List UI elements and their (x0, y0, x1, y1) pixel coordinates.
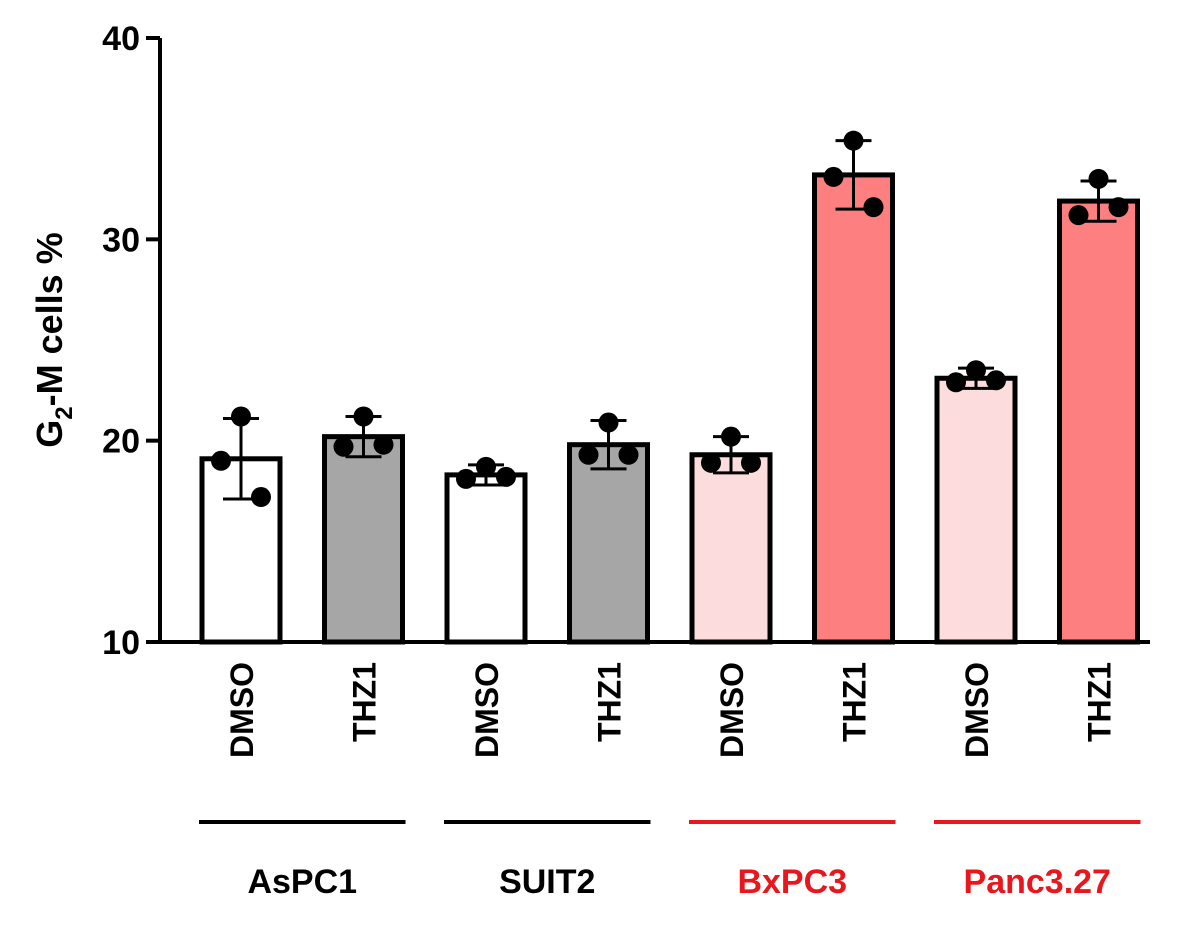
data-point (333, 436, 354, 457)
data-point (823, 166, 844, 187)
data-point (373, 434, 394, 455)
y-axis-label: G2-M cells % (29, 232, 78, 447)
points-layer (211, 130, 1129, 508)
y-tick-label: 10 (102, 624, 140, 662)
y-axis-label-base: G (29, 420, 70, 448)
data-point (946, 372, 966, 393)
data-point (863, 197, 884, 218)
x-tick-label: THZ1 (1082, 662, 1118, 742)
bar (322, 434, 405, 645)
bar (567, 442, 650, 645)
x-tick-label: DMSO (469, 662, 505, 758)
x-tick-label-group: THZ1 (347, 662, 383, 742)
bar (934, 375, 1018, 645)
group-label: AsPC1 (247, 863, 357, 901)
x-tick-label-group: DMSO (714, 662, 750, 758)
data-point (1088, 168, 1109, 189)
bar (444, 472, 528, 645)
data-point (618, 444, 639, 465)
data-point (741, 452, 761, 473)
data-point (986, 370, 1006, 391)
data-point (598, 412, 619, 433)
data-point (211, 450, 231, 471)
data-point (456, 468, 476, 489)
data-point (231, 406, 251, 427)
x-tick-label-group: DMSO (224, 662, 260, 758)
data-point (251, 487, 271, 508)
data-point (496, 466, 516, 487)
y-tick-label: 40 (102, 20, 140, 58)
y-axis-label-subscript: 2 (51, 406, 78, 419)
x-tick-label-group: DMSO (469, 662, 505, 758)
x-tick-label-group: THZ1 (837, 662, 873, 742)
x-tick-label: THZ1 (837, 662, 873, 742)
y-axis-label-rest: -M cells % (29, 232, 70, 406)
bar (689, 452, 773, 645)
bar (812, 172, 895, 645)
svg-text:G2-M cells %: G2-M cells % (29, 232, 78, 447)
data-point (476, 456, 496, 477)
x-tick-labels-layer: DMSO THZ1 DMSO THZ1 DMSO THZ1 DMSO THZ1 (224, 662, 1118, 758)
data-point (721, 426, 741, 447)
data-point (1108, 197, 1129, 218)
x-tick-label: DMSO (714, 662, 750, 758)
data-point (1068, 205, 1089, 226)
y-tick-label: 20 (102, 423, 140, 461)
x-tick-label: THZ1 (347, 662, 383, 742)
data-point (353, 406, 374, 427)
data-point (966, 360, 986, 381)
bar (1057, 198, 1140, 645)
bars-layer (199, 172, 1140, 645)
x-tick-label-group: THZ1 (1082, 662, 1118, 742)
x-tick-label-group: DMSO (959, 662, 995, 758)
group-label: BxPC3 (737, 863, 847, 901)
group-label: Panc3.27 (964, 863, 1111, 901)
data-point (701, 452, 721, 473)
y-tick-label: 30 (102, 221, 140, 259)
group-labels-layer: AsPC1 SUIT2 BxPC3 Panc3.27 (199, 820, 1141, 901)
x-tick-label: DMSO (224, 662, 260, 758)
x-tick-label-group: THZ1 (592, 662, 628, 742)
x-tick-label: THZ1 (592, 662, 628, 742)
data-point (578, 444, 599, 465)
data-point (843, 130, 864, 151)
x-tick-label: DMSO (959, 662, 995, 758)
group-label: SUIT2 (499, 863, 595, 901)
